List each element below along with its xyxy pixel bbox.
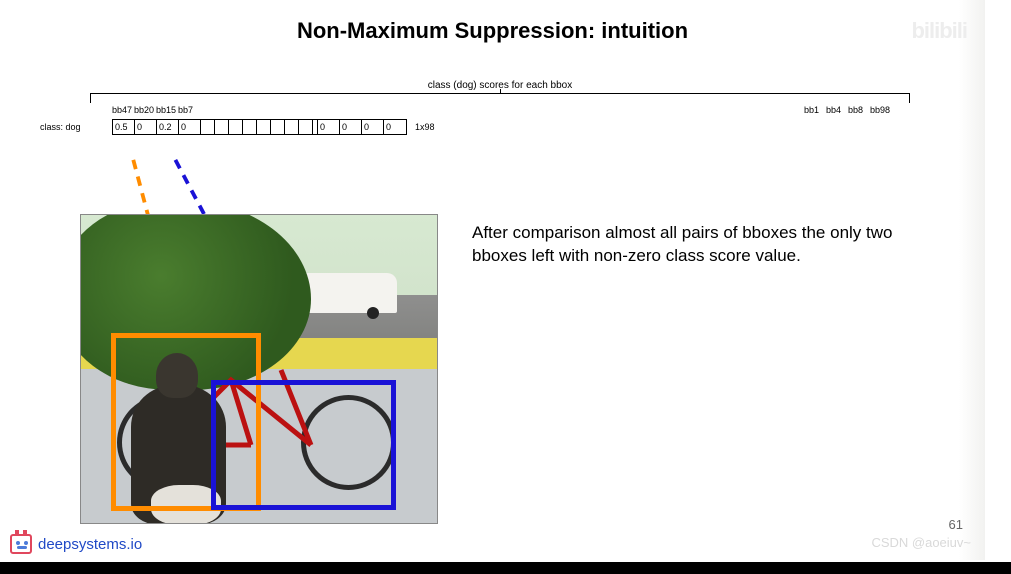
score-cell-empty: [257, 120, 271, 134]
bracket-icon: [90, 93, 910, 103]
score-row-area: class (dog) scores for each bbox bb47bb2…: [40, 80, 960, 135]
player-bar: [0, 562, 1011, 574]
score-cell-empty: [243, 120, 257, 134]
score-cell: 0: [362, 120, 384, 134]
column-label: bb20: [134, 105, 154, 115]
score-cell: 0.2: [157, 120, 179, 134]
watermark-bilibili: bilibili: [911, 18, 967, 44]
column-label: bb98: [870, 105, 890, 115]
footer-brand-text: deepsystems.io: [38, 536, 142, 553]
page-number: 61: [949, 517, 963, 532]
column-label: bb4: [826, 105, 841, 115]
score-cell-empty: [299, 120, 313, 134]
score-cell-empty: [271, 120, 285, 134]
slide-title: Non-Maximum Suppression: intuition: [0, 0, 985, 44]
explanation-text: After comparison almost all pairs of bbo…: [472, 222, 952, 268]
row-class-label: class: dog: [40, 122, 104, 132]
score-cell: 0: [179, 120, 201, 134]
image-block: [80, 214, 438, 524]
score-cell-empty: [285, 120, 299, 134]
deepsystems-logo-icon: [10, 534, 32, 554]
score-cell: 0.5: [113, 120, 135, 134]
score-cell: 0: [384, 120, 406, 134]
score-cell: 0: [318, 120, 340, 134]
column-label: bb47: [112, 105, 132, 115]
score-cells: 0.500.200000: [112, 119, 407, 135]
score-cell-empty: [229, 120, 243, 134]
column-labels: bb47bb20bb15bb7 bb1 bb4 bb8 bb98: [40, 105, 960, 119]
row-dim-label: 1x98: [415, 122, 455, 132]
column-label: bb8: [848, 105, 863, 115]
slide: Non-Maximum Suppression: intuition bilib…: [0, 0, 985, 560]
page-right-shadow: [959, 0, 985, 560]
watermark-csdn: CSDN @aoeiuv~: [871, 535, 971, 550]
photo-mock: [80, 214, 438, 524]
score-cell-empty: [201, 120, 215, 134]
bbox-blue: [211, 380, 396, 510]
column-label: bb1: [804, 105, 819, 115]
score-cell: 0: [135, 120, 157, 134]
column-label: bb7: [178, 105, 193, 115]
score-cell-empty: [215, 120, 229, 134]
column-label: bb15: [156, 105, 176, 115]
footer: deepsystems.io: [10, 534, 142, 554]
score-cell: 0: [340, 120, 362, 134]
